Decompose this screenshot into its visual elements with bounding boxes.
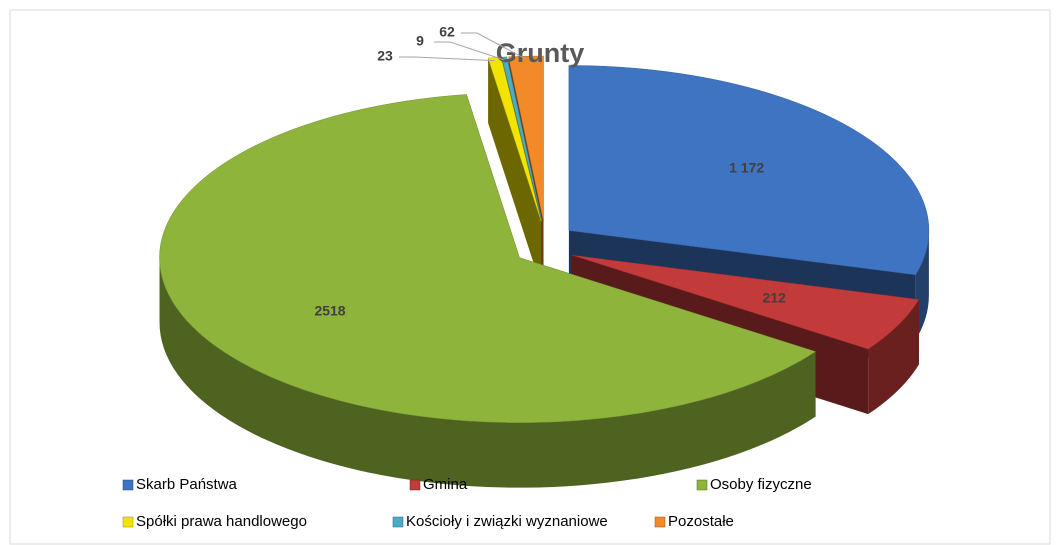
data-label: 212 xyxy=(763,289,787,305)
legend-swatch xyxy=(654,516,666,528)
legend-swatch xyxy=(696,479,708,491)
slice-wall xyxy=(868,299,919,415)
slice-wall xyxy=(915,230,929,340)
data-label: 62 xyxy=(439,24,455,40)
legend-swatch xyxy=(392,516,404,528)
legend-swatch xyxy=(122,516,134,528)
data-label: 2518 xyxy=(314,302,345,318)
legend-label: Pozostałe xyxy=(668,513,734,530)
slice xyxy=(159,94,817,423)
leader-line xyxy=(461,32,527,60)
data-label: 1 172 xyxy=(729,159,764,175)
slice xyxy=(508,55,544,222)
legend-label: Skarb Państwa xyxy=(136,476,238,493)
leader-line xyxy=(399,56,495,62)
data-label: 23 xyxy=(377,48,393,64)
leader-line xyxy=(434,41,505,61)
legend-swatch xyxy=(122,479,134,491)
legend-label: Spółki prawa handlowego xyxy=(136,513,307,530)
chart-title: Grunty xyxy=(496,38,585,68)
legend-label: Osoby fizyczne xyxy=(710,476,812,493)
legend-swatch xyxy=(409,479,421,491)
legend-label: Gmina xyxy=(423,476,468,493)
pie xyxy=(159,55,930,488)
legend-label: Kościoły i związki wyznaniowe xyxy=(406,513,608,530)
slice xyxy=(487,56,542,222)
slice-wall xyxy=(159,257,816,488)
slice xyxy=(572,254,920,350)
slice xyxy=(501,56,543,222)
data-label: 9 xyxy=(416,33,424,49)
slice xyxy=(568,65,930,276)
